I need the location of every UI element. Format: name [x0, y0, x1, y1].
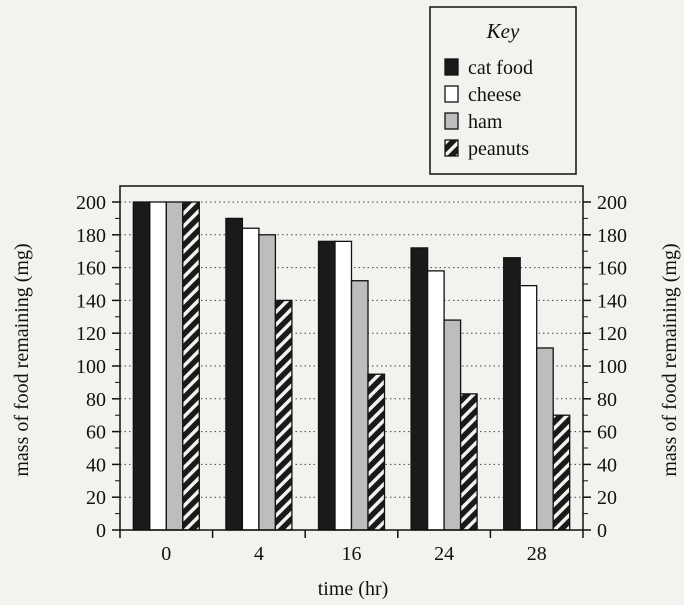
bar-cheese-0 [149, 201, 167, 531]
x-tick-label: 4 [254, 543, 264, 565]
bar-ham-24 [443, 319, 462, 531]
y-tick-label-left: 40 [86, 454, 106, 476]
bar-peanuts-16 [367, 373, 386, 531]
y-tick-label-right: 20 [597, 487, 617, 509]
y-tick-label-left: 160 [76, 258, 106, 280]
y-tick-label-left: 180 [76, 225, 106, 247]
legend-label-peanuts: peanuts [468, 138, 529, 160]
bars [132, 201, 571, 531]
y-tick-label-left: 20 [86, 487, 106, 509]
y-tick-label-left: 60 [86, 422, 106, 444]
x-tick-label: 28 [527, 543, 547, 565]
legend: Key cat food cheese ham peanuts [429, 6, 577, 175]
legend-swatch-peanuts [444, 139, 459, 157]
bar-cheese-24 [426, 270, 445, 531]
y-tick-label-left: 0 [96, 520, 106, 542]
bar-peanuts-4 [274, 299, 293, 531]
y-tick-label-right: 140 [597, 290, 627, 312]
y-tick-label-left: 200 [76, 192, 106, 214]
y-tick-label-right: 120 [597, 323, 627, 345]
y-axis-title-left: mass of food remaining (mg) [11, 243, 33, 476]
y-tick-label-left: 120 [76, 323, 106, 345]
y-tick-label-right: 40 [597, 454, 617, 476]
y-tick-label-left: 140 [76, 290, 106, 312]
plot-frame [119, 185, 584, 531]
bar-ham-0 [165, 201, 184, 531]
y-tick-label-right: 80 [597, 389, 617, 411]
y-tick-label-right: 60 [597, 422, 617, 444]
legend-label-ham: ham [468, 111, 503, 133]
x-tick-label: 16 [342, 543, 362, 565]
bar-cat-food-16 [317, 240, 336, 531]
bar-ham-28 [536, 347, 554, 531]
legend-label-cheese: cheese [468, 84, 521, 106]
legend-swatch-cheese [444, 85, 459, 103]
legend-swatch-ham [444, 112, 459, 130]
bar-cat-food-4 [225, 217, 244, 531]
bar-cat-food-24 [410, 247, 429, 531]
y-tick-label-right: 0 [597, 520, 607, 542]
y-tick-label-right: 100 [597, 356, 627, 378]
y-tick-label-right: 160 [597, 258, 627, 280]
x-tick-label: 0 [161, 543, 171, 565]
bar-cat-food-0 [132, 201, 151, 531]
x-tick-label: 24 [434, 543, 454, 565]
y-tick-label-right: 180 [597, 225, 627, 247]
bar-ham-16 [350, 280, 369, 531]
y-tick-label-left: 80 [86, 389, 106, 411]
y-tick-label-left: 100 [76, 356, 106, 378]
x-axis-title: time (hr) [318, 578, 389, 600]
y-axis-title-right: mass of food remaining (mg) [659, 243, 681, 476]
bar-peanuts-28 [552, 414, 571, 531]
bar-ham-4 [258, 234, 277, 531]
legend-label-cat-food: cat food [468, 57, 533, 79]
bar-cheese-4 [241, 227, 260, 531]
legend-swatch-cat-food [444, 58, 459, 76]
legend-title: Key [486, 19, 520, 43]
bar-cheese-28 [519, 284, 538, 531]
y-tick-label-right: 200 [597, 192, 627, 214]
bar-cheese-16 [334, 240, 353, 531]
bar-peanuts-0 [182, 201, 200, 531]
bar-cat-food-28 [503, 257, 521, 531]
bar-peanuts-24 [459, 393, 478, 531]
